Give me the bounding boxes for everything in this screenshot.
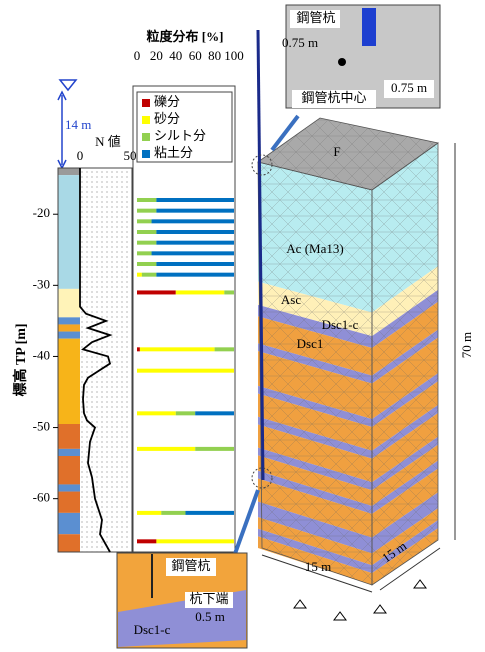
grain-bar xyxy=(142,273,157,277)
soil-layer xyxy=(58,424,80,449)
legend-label: 砂分 xyxy=(154,111,180,126)
y-label: 標高 TP [m] xyxy=(12,323,29,396)
water-symbol xyxy=(60,80,76,90)
x-tick-label: 80 xyxy=(208,48,221,63)
grain-bar xyxy=(137,511,161,515)
grain-bar xyxy=(156,262,234,266)
inset-label: 鋼管杭 xyxy=(171,558,210,573)
legend-swatch xyxy=(142,116,150,124)
pile-center xyxy=(338,58,346,66)
inset-label: 0.5 m xyxy=(195,609,225,624)
n-label: N 値 xyxy=(95,134,121,149)
grain-bar xyxy=(137,447,195,451)
legend-label: シルト分 xyxy=(154,128,206,143)
n-grid xyxy=(80,168,132,552)
grain-bar xyxy=(137,539,156,543)
inset-label: Dsc1-c xyxy=(134,622,171,637)
grain-bar xyxy=(195,447,234,451)
grain-bar xyxy=(156,539,234,543)
grain-title: 粒度分布 [%] xyxy=(147,29,224,44)
y-tick-label: -50 xyxy=(33,419,50,434)
callout-arrow xyxy=(232,490,258,562)
layer-label: Dsc1-c xyxy=(322,317,359,332)
soil-layer xyxy=(58,339,80,424)
soil-layer xyxy=(58,324,80,331)
inset-label: 鋼管杭 xyxy=(296,10,335,25)
legend-label: 礫分 xyxy=(154,94,180,109)
grain-bar xyxy=(137,347,140,351)
grain-bar xyxy=(156,230,234,234)
top-label: F xyxy=(333,144,340,159)
inset-label: 杭下端 xyxy=(189,591,228,606)
x-tick-label: 40 xyxy=(169,48,182,63)
soil-layer xyxy=(58,289,80,317)
y-tick-label: -40 xyxy=(33,347,50,362)
mesh xyxy=(372,143,438,585)
legend-swatch xyxy=(142,133,150,141)
soil-layer xyxy=(58,484,80,491)
y-tick-label: -20 xyxy=(33,205,50,220)
layer-label: Ac (Ma13) xyxy=(286,241,343,256)
width-label: 15 m xyxy=(305,559,331,574)
grain-bar xyxy=(156,209,234,213)
figure: 14 m N 値 標高 TP [m] 粒度分布 [%] F Ac (Ma13) … xyxy=(0,0,485,652)
water-depth: 14 m xyxy=(65,117,91,132)
legend-label: 粘土分 xyxy=(154,145,193,160)
inset-label: 鋼管杭中心 xyxy=(301,90,366,105)
y-tick-label: -60 xyxy=(33,490,50,505)
grain-bar xyxy=(137,290,176,294)
grain-bar xyxy=(156,273,234,277)
y-tick-label: -30 xyxy=(33,276,50,291)
layer-label: Dsc1 xyxy=(297,336,324,351)
soil-layer xyxy=(58,175,80,289)
grain-bar xyxy=(224,290,234,294)
grain-bar xyxy=(195,411,234,415)
soil-layer xyxy=(58,168,80,175)
height-label: 70 m xyxy=(459,332,474,358)
grain-bar xyxy=(137,219,152,223)
grain-bar xyxy=(186,511,235,515)
grain-bar xyxy=(137,209,156,213)
x-tick-label: 0 xyxy=(134,48,141,63)
supports xyxy=(294,580,426,620)
grain-bar xyxy=(137,262,156,266)
model xyxy=(258,118,438,585)
grain-bar xyxy=(176,411,195,415)
soil-layer xyxy=(58,456,80,484)
soil-layer xyxy=(58,534,80,552)
grain-bar xyxy=(215,347,234,351)
grain-bar xyxy=(176,290,225,294)
inset-label: 0.75 m xyxy=(391,80,427,95)
legend-swatch xyxy=(142,150,150,158)
x-tick-label: 20 xyxy=(150,48,163,63)
soil-layer xyxy=(58,513,80,534)
grain-bar xyxy=(152,219,234,223)
grain-bar xyxy=(137,241,156,245)
grain-bar xyxy=(137,273,142,277)
inset-label: 0.75 m xyxy=(282,35,318,50)
grain-bar xyxy=(137,251,152,255)
grain-bar xyxy=(137,230,156,234)
soil-layer xyxy=(58,449,80,456)
grain-bar xyxy=(156,198,234,202)
x-tick-label: 100 xyxy=(224,48,244,63)
grain-bar xyxy=(156,241,234,245)
layer-label: Asc xyxy=(281,292,301,307)
grain-bar xyxy=(152,251,234,255)
grain-bar xyxy=(137,198,156,202)
soil-layer xyxy=(58,317,80,324)
soil-layer xyxy=(58,332,80,339)
n-tick-label: 0 xyxy=(77,148,84,163)
grain-bar xyxy=(161,511,185,515)
x-tick-label: 60 xyxy=(189,48,202,63)
n-tick-label: 50 xyxy=(124,148,137,163)
grain-bar xyxy=(137,411,176,415)
grain-bar xyxy=(137,369,234,373)
inset-pile xyxy=(362,8,376,46)
legend-swatch xyxy=(142,99,150,107)
mesh xyxy=(258,162,372,585)
soil-layer xyxy=(58,492,80,513)
grain-bar xyxy=(140,347,215,351)
